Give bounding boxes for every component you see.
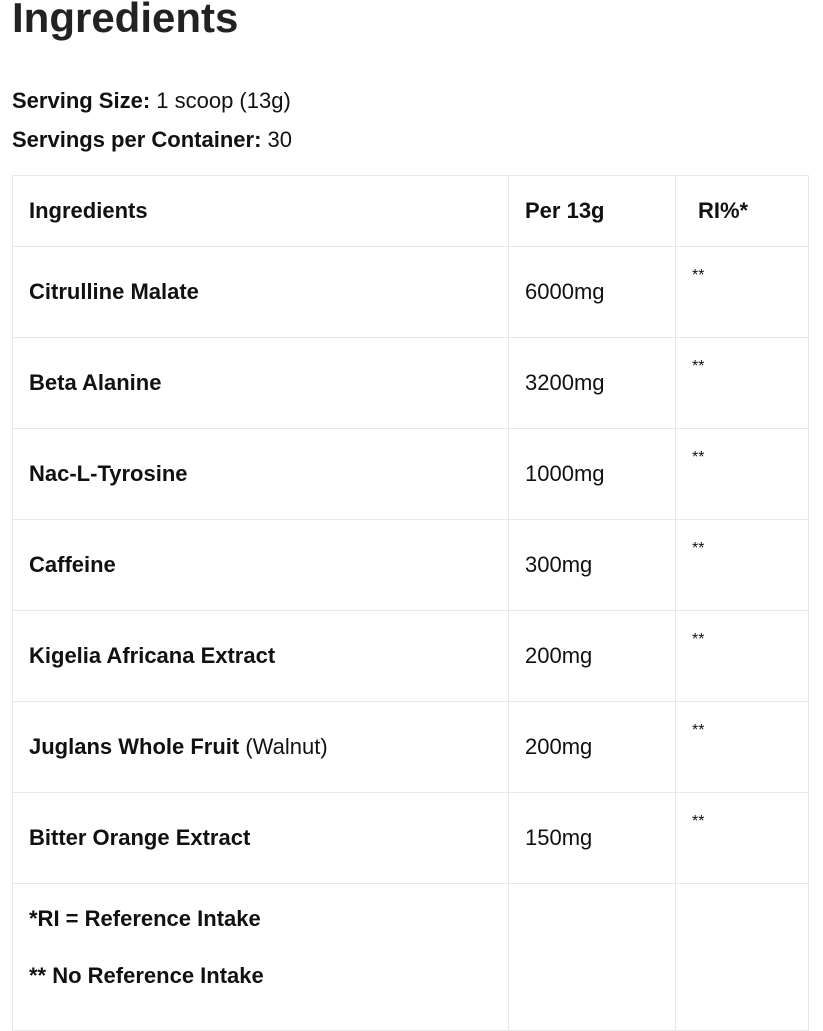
ingredient-cell: Kigelia Africana Extract bbox=[12, 610, 509, 702]
table-row: Nac-L-Tyrosine 1000mg ** bbox=[12, 428, 809, 520]
footnote-no-ri: ** No Reference Intake bbox=[29, 963, 264, 988]
amount-cell: 150mg bbox=[508, 792, 676, 884]
serving-size-value: 1 scoop (13g) bbox=[150, 88, 291, 113]
footnote-ri: *RI = Reference Intake bbox=[29, 906, 261, 931]
ri-cell: ** bbox=[675, 610, 809, 702]
ingredients-table: Ingredients Per 13g RI%* Citrulline Mala… bbox=[12, 175, 809, 1031]
ingredient-cell: Caffeine bbox=[12, 519, 509, 611]
empty-cell bbox=[508, 883, 676, 1031]
amount-cell: 300mg bbox=[508, 519, 676, 611]
ingredient-name: Citrulline Malate bbox=[29, 279, 199, 304]
ingredient-name: Caffeine bbox=[29, 552, 116, 577]
amount-cell: 1000mg bbox=[508, 428, 676, 520]
ingredient-cell: Nac-L-Tyrosine bbox=[12, 428, 509, 520]
ingredient-name: Beta Alanine bbox=[29, 370, 162, 395]
ri-cell: ** bbox=[675, 337, 809, 429]
page-title: Ingredients bbox=[12, 0, 239, 41]
empty-cell bbox=[675, 883, 809, 1031]
header-per-13g: Per 13g bbox=[508, 175, 676, 247]
ingredient-cell: Citrulline Malate bbox=[12, 246, 509, 338]
footnote-row: *RI = Reference Intake ** No Reference In… bbox=[12, 883, 809, 1031]
ri-cell: ** bbox=[675, 428, 809, 520]
table-row: Beta Alanine 3200mg ** bbox=[12, 337, 809, 429]
table-row: Juglans Whole Fruit (Walnut) 200mg ** bbox=[12, 701, 809, 793]
table-row: Citrulline Malate 6000mg ** bbox=[12, 246, 809, 338]
ingredient-name: Juglans Whole Fruit bbox=[29, 734, 240, 759]
amount-cell: 200mg bbox=[508, 701, 676, 793]
header-ingredients: Ingredients bbox=[12, 175, 509, 247]
header-ri: RI%* bbox=[675, 175, 809, 247]
amount-cell: 200mg bbox=[508, 610, 676, 702]
servings-label: Servings per Container: bbox=[12, 127, 262, 152]
ingredient-name: Nac-L-Tyrosine bbox=[29, 461, 188, 486]
serving-size: Serving Size: 1 scoop (13g) bbox=[12, 88, 291, 114]
amount-cell: 3200mg bbox=[508, 337, 676, 429]
ri-cell: ** bbox=[675, 246, 809, 338]
ingredient-cell: Beta Alanine bbox=[12, 337, 509, 429]
amount-cell: 6000mg bbox=[508, 246, 676, 338]
table-row: Caffeine 300mg ** bbox=[12, 519, 809, 611]
serving-size-label: Serving Size: bbox=[12, 88, 151, 113]
table-row: Kigelia Africana Extract 200mg ** bbox=[12, 610, 809, 702]
ri-cell: ** bbox=[675, 792, 809, 884]
ri-cell: ** bbox=[675, 701, 809, 793]
ingredient-name: Kigelia Africana Extract bbox=[29, 643, 276, 668]
ingredient-cell: Juglans Whole Fruit (Walnut) bbox=[12, 701, 509, 793]
servings-value: 30 bbox=[261, 127, 292, 152]
ingredient-note: (Walnut) bbox=[239, 734, 328, 759]
ingredient-cell: Bitter Orange Extract bbox=[12, 792, 509, 884]
table-header: Ingredients Per 13g RI%* bbox=[12, 175, 809, 247]
ri-cell: ** bbox=[675, 519, 809, 611]
footnotes-cell: *RI = Reference Intake ** No Reference In… bbox=[12, 883, 509, 1031]
ingredient-name: Bitter Orange Extract bbox=[29, 825, 251, 850]
servings-per-container: Servings per Container: 30 bbox=[12, 127, 292, 153]
table-row: Bitter Orange Extract 150mg ** bbox=[12, 792, 809, 884]
